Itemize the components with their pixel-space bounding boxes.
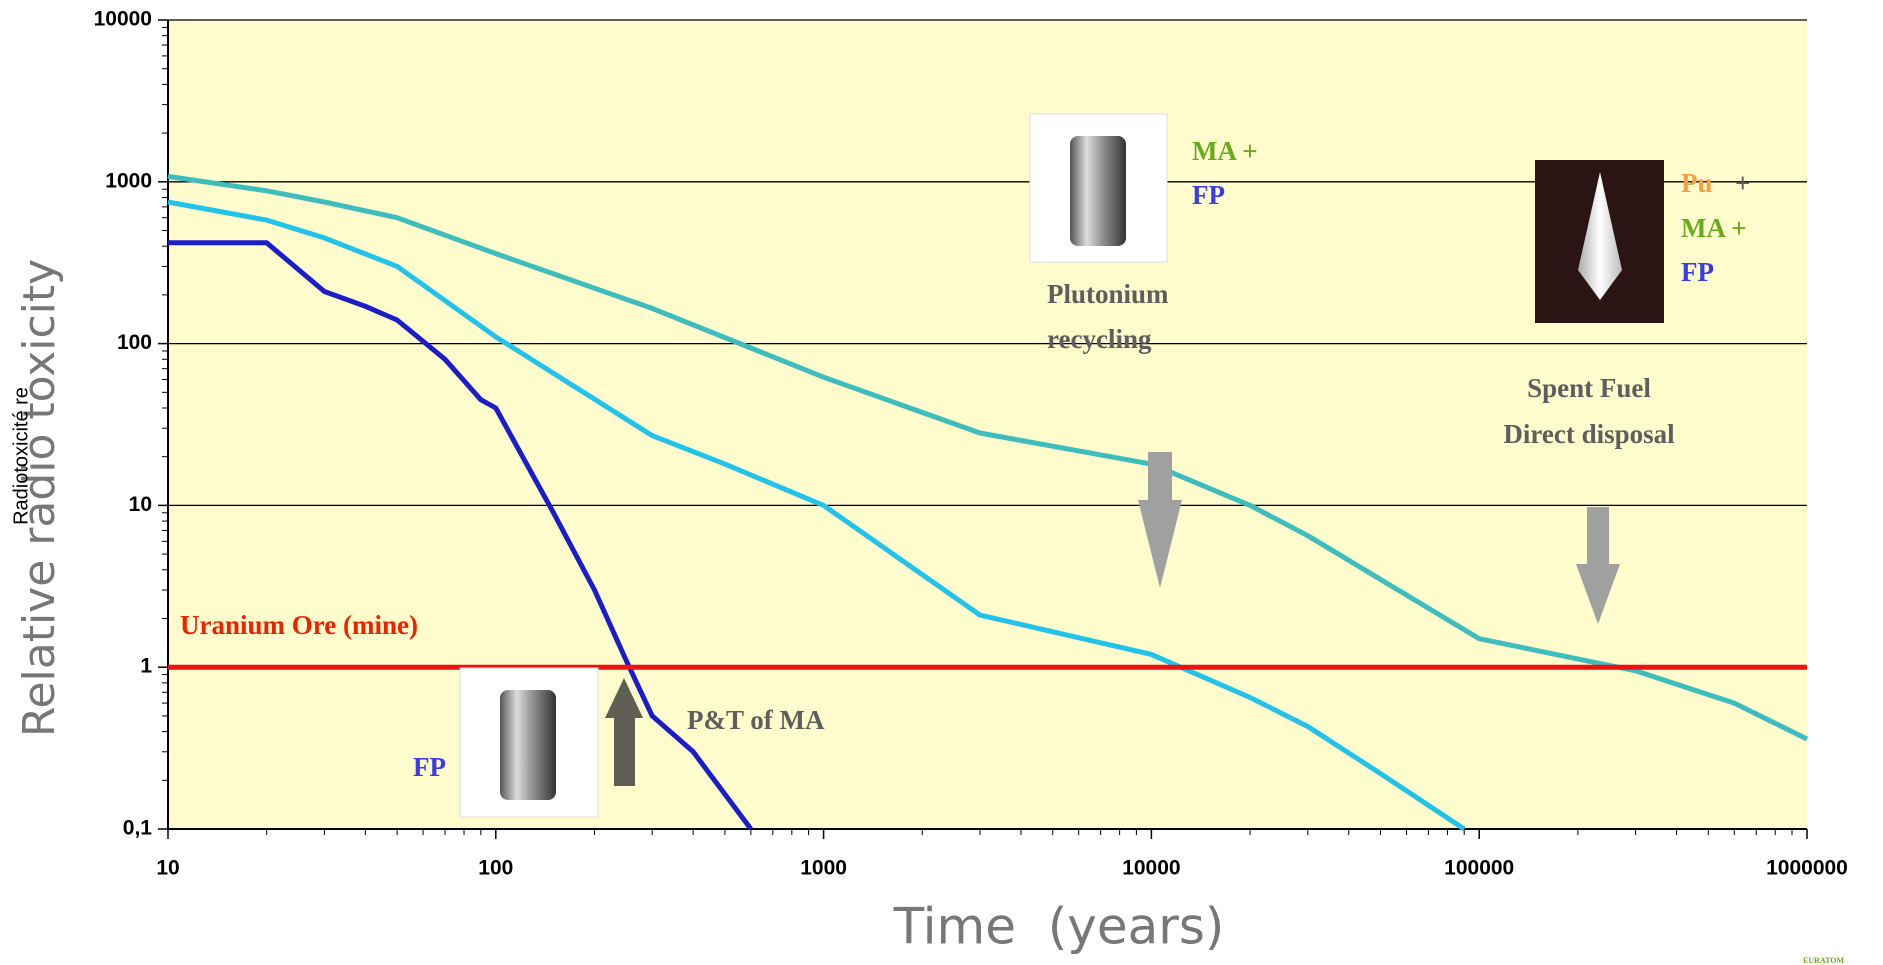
canister-shape bbox=[1070, 136, 1126, 246]
annotation: FP bbox=[1192, 180, 1225, 210]
x-tick-label: 10000 bbox=[1122, 857, 1180, 880]
fuel-assembly bbox=[1578, 172, 1622, 300]
y-tick-label: 100 bbox=[117, 331, 152, 354]
data-line bbox=[167, 199, 1466, 832]
annotation: P&T of MA bbox=[687, 705, 825, 735]
data-line bbox=[167, 173, 1809, 742]
y-tick-label: 1 bbox=[140, 655, 152, 678]
x-tick-label: 1000 bbox=[800, 857, 847, 880]
annotation: MA + bbox=[1192, 136, 1258, 166]
x-tick-label: 10 bbox=[156, 857, 179, 880]
y-axis-title: Relative radio toxicity bbox=[14, 259, 65, 737]
up-arrow bbox=[605, 678, 643, 786]
annotation: FP bbox=[413, 752, 446, 782]
data-line bbox=[168, 240, 753, 831]
y-tick-label: 1000 bbox=[105, 169, 152, 192]
canister-shape bbox=[500, 690, 556, 800]
x-tick-label: 1000000 bbox=[1766, 857, 1848, 880]
annotation: FP bbox=[1681, 257, 1714, 287]
annotation: + bbox=[1735, 168, 1750, 198]
x-tick-label: 100000 bbox=[1444, 857, 1514, 880]
decorations bbox=[459, 113, 1664, 818]
x-tick-label: 100 bbox=[478, 857, 513, 880]
annotation: Direct disposal bbox=[1503, 419, 1675, 449]
annotation: Plutonium bbox=[1047, 279, 1169, 309]
y-tick-label: 0,1 bbox=[123, 817, 153, 840]
down-arrow bbox=[1576, 507, 1620, 624]
x-axis-title: Time (years) bbox=[893, 898, 1225, 956]
y-tick-label: 10 bbox=[129, 493, 152, 516]
annotation: EURATOM bbox=[1803, 956, 1844, 965]
annotation: MA + bbox=[1681, 213, 1747, 243]
y-axis-overlay: Radiotoxicité re bbox=[10, 387, 32, 525]
annotation: Spent Fuel bbox=[1527, 373, 1651, 403]
annotation: Pu bbox=[1681, 168, 1713, 198]
plot-area bbox=[168, 20, 1807, 829]
annotation: recycling bbox=[1047, 324, 1152, 354]
y-tick-label: 10000 bbox=[94, 8, 152, 31]
annotation: Uranium Ore (mine) bbox=[180, 610, 418, 640]
down-arrow bbox=[1138, 452, 1182, 588]
